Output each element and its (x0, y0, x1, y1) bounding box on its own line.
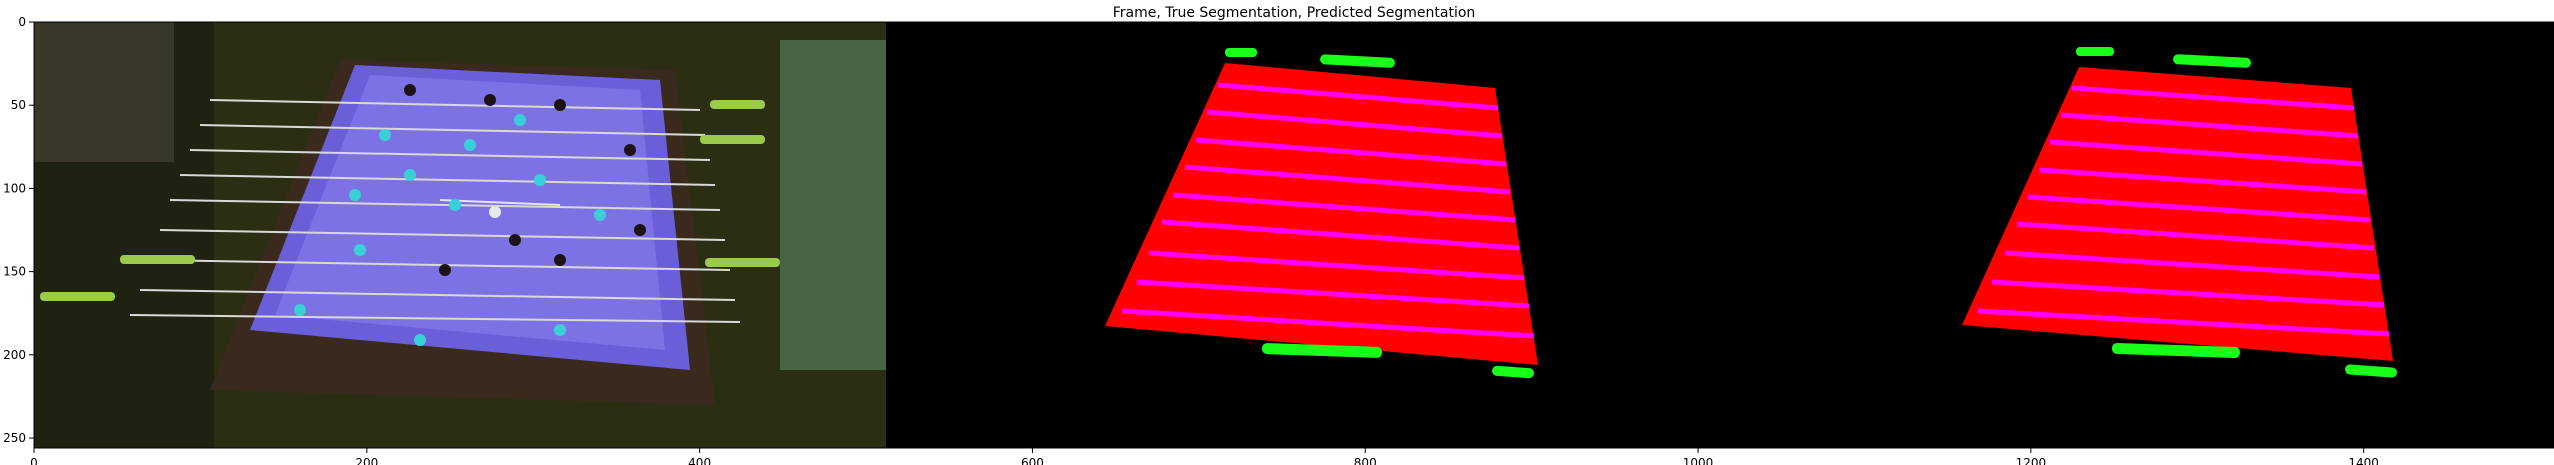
y-tick-label: 0 (18, 15, 26, 29)
frame-panel (34, 22, 886, 448)
y-tick-label: 250 (3, 431, 26, 445)
x-tick-label: 800 (1354, 456, 1377, 465)
field-highlight (275, 75, 665, 350)
players-dark (404, 84, 646, 276)
true-segmentation-panel (886, 22, 1738, 448)
true-seg-table (1105, 63, 1538, 365)
x-tick-label: 400 (688, 456, 711, 465)
chart-title: Frame, True Segmentation, Predicted Segm… (1113, 5, 1476, 21)
frame-handles (40, 100, 780, 301)
field-line-center (439, 199, 561, 206)
x-axis: 0 200 400 600 800 1000 1200 1400 (30, 448, 2379, 465)
players-cyan (294, 114, 606, 346)
true-seg-rods (1121, 82, 1535, 339)
predicted-segmentation-panel (1738, 22, 2554, 448)
ball (489, 206, 501, 218)
y-tick-label: 100 (3, 181, 26, 195)
x-tick-label: 1000 (1683, 456, 1714, 465)
y-tick-label: 200 (3, 348, 26, 362)
y-axis: 0 50 100 150 200 250 (3, 15, 34, 445)
person-right (780, 40, 886, 370)
x-tick-label: 600 (1021, 456, 1044, 465)
x-tick-label: 200 (355, 456, 378, 465)
axes-frame (33, 21, 2554, 449)
plot-area (34, 22, 2554, 448)
person-left (34, 22, 174, 162)
true-seg-handles (1225, 48, 1534, 379)
x-tick-label: 0 (30, 456, 38, 465)
x-tick-label: 1400 (2348, 456, 2379, 465)
pred-seg-rods (1977, 85, 2390, 337)
frame-rods (129, 99, 741, 323)
pred-seg-handles (2076, 47, 2397, 378)
y-tick-label: 50 (11, 98, 26, 112)
y-tick-label: 150 (3, 265, 26, 279)
x-tick-label: 1200 (2016, 456, 2047, 465)
